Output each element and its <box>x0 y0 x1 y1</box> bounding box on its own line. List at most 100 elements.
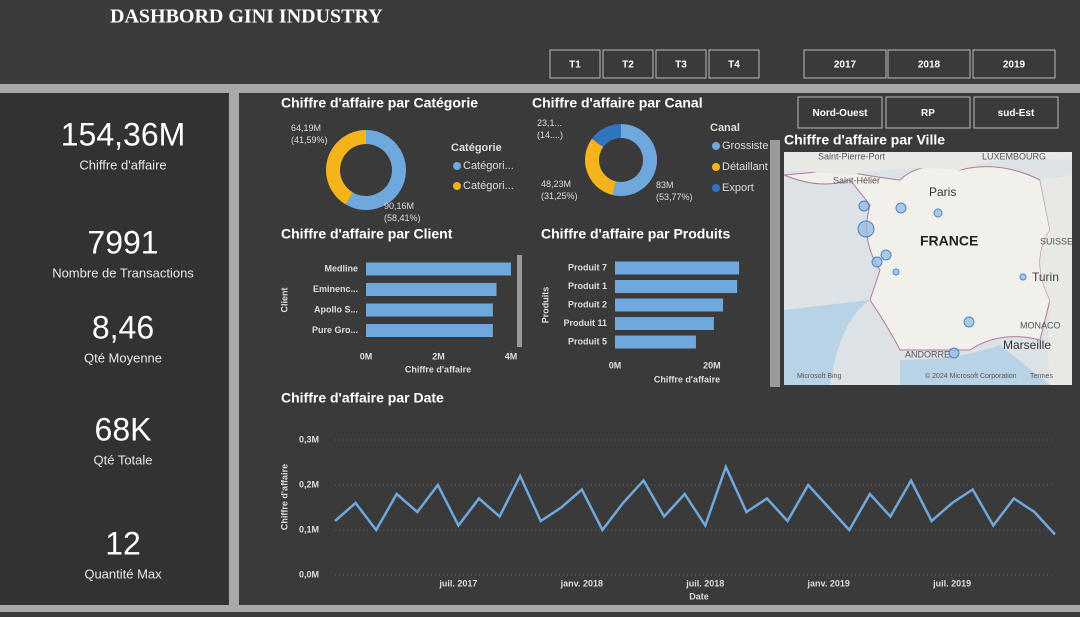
kpi-panel <box>0 93 228 605</box>
scrollbar <box>770 140 780 387</box>
x-tick-label: juil. 2017 <box>438 578 477 588</box>
x-tick-label: 0M <box>609 360 622 370</box>
slicer-label[interactable]: 2019 <box>1003 60 1026 71</box>
bar <box>366 283 497 296</box>
x-axis-title: Date <box>689 591 709 601</box>
donut-slice <box>584 138 616 195</box>
x-tick-label: janv. 2019 <box>807 578 850 588</box>
kpi-label: Nombre de Transactions <box>52 265 194 280</box>
y-tick-label: Produit 5 <box>568 336 607 346</box>
slicer-label[interactable]: 2017 <box>834 60 857 71</box>
chart-title: Chiffre d'affaire par Produits <box>541 226 730 242</box>
bar <box>615 298 724 312</box>
map-label: Microsoft Bing <box>797 373 841 380</box>
slicer-button[interactable] <box>549 49 601 79</box>
slicer-label[interactable]: 2018 <box>918 60 941 71</box>
map-label: Saint-Pierre-Port <box>818 151 886 161</box>
city-bubble <box>880 249 892 261</box>
chart-title: Chiffre d'affaire par Client <box>281 226 453 242</box>
donut-slice <box>345 130 407 210</box>
y-tick-label: Pure Gro... <box>312 325 358 335</box>
city-bubble <box>963 316 975 328</box>
x-tick-label: 0M <box>360 351 373 361</box>
bar <box>366 324 493 337</box>
slicer-button[interactable] <box>885 96 971 129</box>
kpi-label: Quantité Max <box>84 566 162 581</box>
slicer-button[interactable] <box>797 96 883 129</box>
donut-slice <box>591 124 621 148</box>
y-tick-label: Produit 1 <box>568 281 607 291</box>
legend-label: Catégori... <box>463 160 514 172</box>
city-bubble <box>948 347 960 359</box>
y-tick-label: 0,0M <box>299 569 319 579</box>
slicer-button[interactable] <box>708 49 760 79</box>
kpi-value: 68K <box>95 411 152 447</box>
kpi-label: Qté Totale <box>93 452 152 467</box>
x-tick-label: 4M <box>505 351 518 361</box>
divider <box>229 93 239 605</box>
legend-title: Catégorie <box>451 142 502 154</box>
chart-title: Chiffre d'affaire par Catégorie <box>281 95 478 111</box>
y-tick-label: Medline <box>324 263 358 273</box>
kpi-value: 7991 <box>87 224 158 260</box>
map-label: MONACO <box>1020 320 1061 330</box>
map-label: Saint-Hélier <box>833 175 880 185</box>
slicer-label[interactable]: T4 <box>728 60 740 71</box>
slicer-button[interactable] <box>973 96 1059 129</box>
slicer-button[interactable] <box>803 49 887 79</box>
kpi-value: 154,36M <box>61 116 186 152</box>
x-tick-label: 20M <box>703 360 721 370</box>
y-axis-title: Produits <box>540 287 550 324</box>
city-bubble <box>871 256 883 268</box>
y-tick-label: 0,1M <box>299 524 319 534</box>
line <box>334 463 1056 536</box>
sea <box>784 300 1050 385</box>
map-label: Marseille <box>1003 338 1051 352</box>
data-label: 48,23M (31,25%) <box>541 179 578 201</box>
y-tick-label: Eminenc... <box>313 284 358 294</box>
x-tick-label: janv. 2018 <box>560 578 603 588</box>
chart-title: Chiffre d'affaire par Date <box>281 390 444 406</box>
legend-marker <box>453 162 461 170</box>
city-bubble <box>858 200 870 212</box>
city-bubble <box>857 220 875 238</box>
bar <box>615 335 696 349</box>
y-tick-label: 0,3M <box>299 434 319 444</box>
y-axis-title: Chiffre d'affaire <box>279 464 289 530</box>
slicer-button[interactable] <box>602 49 654 79</box>
city-bubble <box>933 208 943 218</box>
map-title: Chiffre d'affaire par Ville <box>784 132 945 148</box>
map-label: Turin <box>1032 270 1059 284</box>
bar <box>615 280 738 293</box>
legend-label: Grossiste <box>722 140 768 152</box>
y-tick-label: Produit 7 <box>568 262 607 272</box>
slicer-button[interactable] <box>655 49 707 79</box>
x-tick-label: juil. 2018 <box>685 578 724 588</box>
y-tick-label: Produit 2 <box>568 299 607 309</box>
slicer-label[interactable]: T2 <box>622 60 634 71</box>
kpi-value: 12 <box>105 525 141 561</box>
slicer-label[interactable]: RP <box>921 108 935 119</box>
legend-title: Canal <box>710 122 740 134</box>
slicer-button[interactable] <box>972 49 1056 79</box>
city-bubble <box>1019 273 1027 281</box>
data-label: 64,19M (41,59%) <box>291 123 328 145</box>
x-tick-label: 2M <box>432 351 445 361</box>
kpi-label: Qté Moyenne <box>84 350 162 365</box>
slicer-label[interactable]: Nord-Ouest <box>813 108 869 119</box>
legend-label: Export <box>722 182 754 194</box>
kpi-label: Chiffre d'affaire <box>79 157 166 172</box>
slicer-label[interactable]: T1 <box>569 60 581 71</box>
y-tick-label: 0,2M <box>299 479 319 489</box>
slicer-label[interactable]: T3 <box>675 60 687 71</box>
map-label: Paris <box>929 185 956 199</box>
donut-slice <box>612 124 657 196</box>
legend-marker <box>712 142 720 150</box>
slicer-button[interactable] <box>887 49 971 79</box>
slicer-label[interactable]: sud-Est <box>998 108 1035 119</box>
map-label: ANDORRE <box>905 349 950 359</box>
map: Saint-Pierre-Port LUXEMBOURG Saint-Hélier P… <box>783 151 1073 385</box>
map-label: FRANCE <box>920 233 978 249</box>
x-axis-title: Chiffre d'affaire <box>654 374 720 384</box>
